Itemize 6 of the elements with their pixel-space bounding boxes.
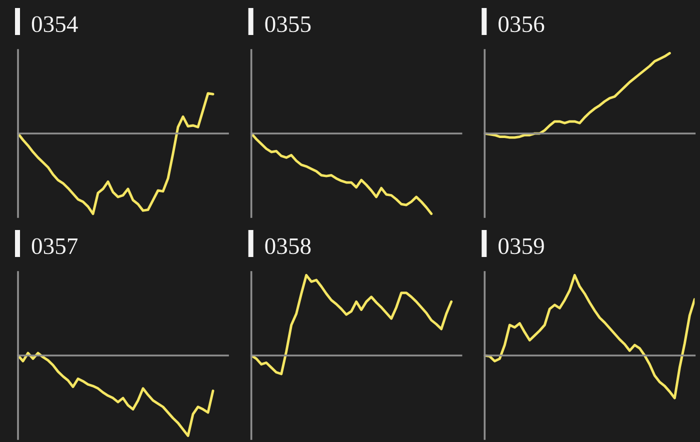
chart-title: 0356 (498, 16, 544, 32)
chart-title: 0359 (498, 238, 544, 254)
chart-title: 0354 (32, 16, 78, 32)
chart-title: 0355 (265, 16, 311, 32)
chart-title: 0357 (32, 238, 78, 254)
chart-title: 0358 (265, 238, 311, 254)
